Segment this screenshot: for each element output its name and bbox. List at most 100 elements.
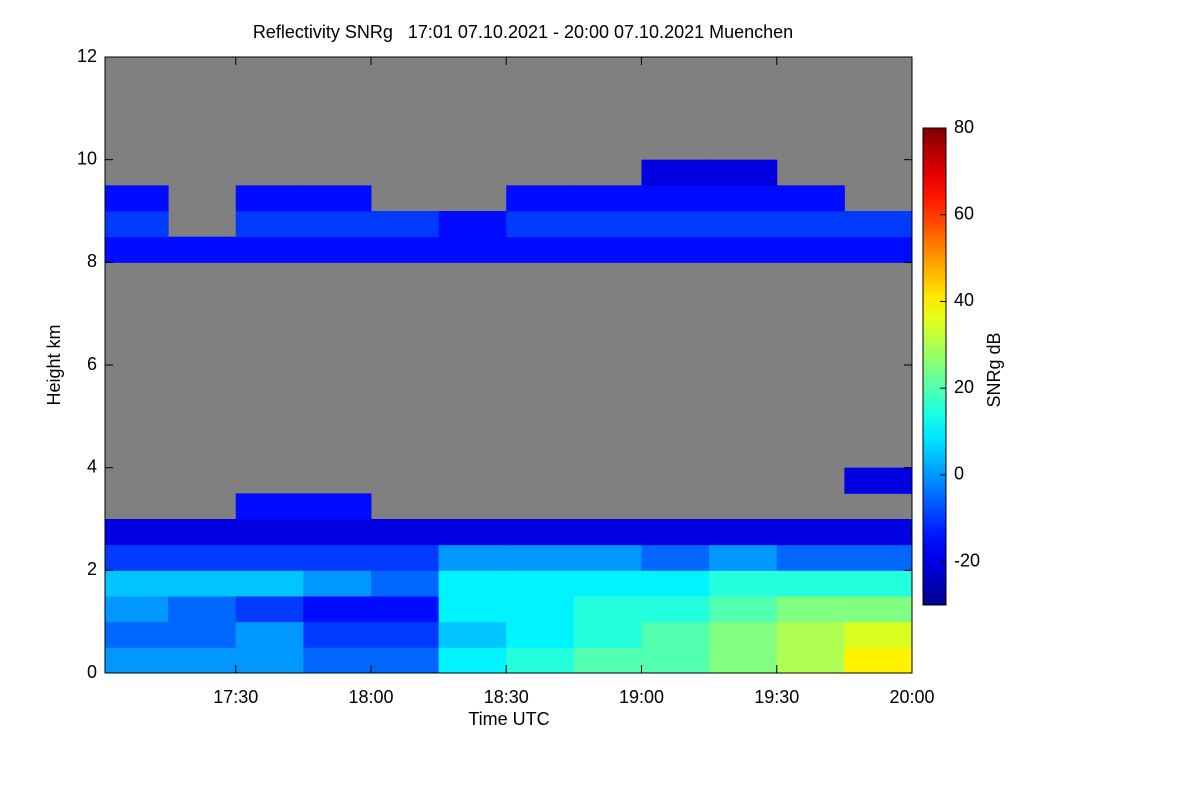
heatmap-cell [235,519,304,546]
heatmap-cell [235,596,304,623]
heatmap-cell [573,544,642,571]
heatmap-cell [506,544,575,571]
heatmap-cell [105,236,169,263]
heatmap-cell [776,570,845,597]
heatmap-cell [303,647,372,674]
heatmap-cell [641,519,710,546]
heatmap-cell [303,185,372,212]
heatmap-cell [641,647,710,674]
colorbar-tick-label: 20 [954,377,974,397]
heatmap-cell [573,185,642,212]
colorbar-tick-label: 60 [954,203,974,223]
heatmap-cell [573,596,642,623]
heatmap-cell [370,570,440,597]
x-tick-label: 19:00 [619,687,664,707]
heatmap-cell [235,647,304,674]
heatmap-cell [506,647,575,674]
heatmap-cell [709,621,778,648]
heatmap-cell [776,596,845,623]
heatmap-cell [168,236,237,263]
heatmap-cell [438,236,507,263]
heatmap-cell [168,570,237,597]
heatmap-cell [844,570,913,597]
heatmap-cell [235,185,304,212]
heatmap-cell [235,544,304,571]
chart-title: Reflectivity SNRg 17:01 07.10.2021 - 20:… [253,22,793,42]
heatmap-cell [105,211,169,238]
heatmap-cell [303,621,372,648]
heatmap-cell [844,211,913,238]
heatmap-cell [105,647,169,674]
colorbar-tick-label: 40 [954,290,974,310]
heatmap-cell [370,621,440,648]
heatmap-cell [844,236,913,263]
heatmap-cell [641,236,710,263]
x-tick-label: 19:30 [754,687,799,707]
heatmap-cell [303,519,372,546]
heatmap-cell [641,596,710,623]
heatmap-cell [105,519,169,546]
heatmap-cell [709,236,778,263]
y-tick-label: 0 [87,662,97,682]
heatmap-cell [709,185,778,212]
heatmap-cell [709,647,778,674]
heatmap-cell [506,621,575,648]
heatmap-cell [168,647,237,674]
heatmap-cell [776,544,845,571]
y-tick-label: 10 [77,148,97,168]
heatmap-cell [438,621,507,648]
x-axis-label: Time UTC [468,709,549,729]
heatmap-cell [105,185,169,212]
heatmap-cell [844,544,913,571]
heatmap-cell [776,647,845,674]
heatmap-cell [438,596,507,623]
heatmap-cell [573,621,642,648]
y-axis-label: Height km [44,324,64,405]
heatmap-cell [105,621,169,648]
x-tick-label: 18:30 [484,687,529,707]
heatmap-cell [776,236,845,263]
heatmap-cell [105,544,169,571]
colorbar-tick-label: -20 [954,550,980,570]
heatmap-cell [776,519,845,546]
heatmap-cell [506,519,575,546]
heatmap-cell [844,647,913,674]
heatmap-cell [303,236,372,263]
heatmap-cell [641,185,710,212]
colorbar-tick-label: 0 [954,464,964,484]
colorbar-label: SNRg dB [984,332,1004,407]
heatmap-cell [370,544,440,571]
heatmap-cell [506,211,575,238]
heatmap-cell [370,647,440,674]
heatmap-cell [709,596,778,623]
x-tick-label: 17:30 [213,687,258,707]
heatmap-cell [370,236,440,263]
heatmap-cell [844,596,913,623]
heatmap-cell [506,185,575,212]
heatmap-cell [303,211,372,238]
heatmap-cell [776,211,845,238]
heatmap-cell [235,621,304,648]
heatmap-cell [438,647,507,674]
heatmap-cell [168,621,237,648]
heatmap-cell [235,211,304,238]
heatmap-cell [641,159,710,186]
heatmap-cell [844,467,913,494]
heatmap-cell [709,159,778,186]
heatmap-cell [573,647,642,674]
heatmap-cell [370,519,440,546]
heatmap-cell [506,570,575,597]
heatmap-cell [438,211,507,238]
colorbar-tick-label: 80 [954,117,974,137]
heatmap-cell [573,570,642,597]
heatmap-cell [641,621,710,648]
x-tick-label: 20:00 [889,687,934,707]
heatmap-cell [641,570,710,597]
heatmap-cell [303,544,372,571]
heatmap-cell [303,596,372,623]
heatmap-cell [370,211,440,238]
heatmap-cell [709,544,778,571]
heatmap-cell [105,596,169,623]
heatmap-cell [641,211,710,238]
